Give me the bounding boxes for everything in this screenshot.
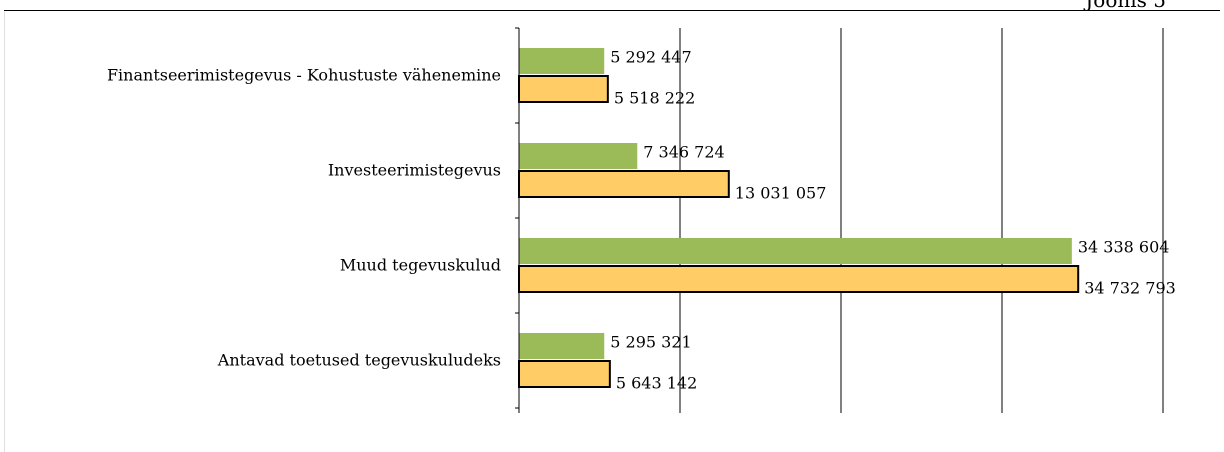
data-label-series-2-2: 34 732 793 <box>1084 279 1176 298</box>
data-label-series-2-0: 5 518 222 <box>614 89 695 108</box>
grid-layer <box>679 28 1164 408</box>
labels-layer: 5 292 447 5 518 222 Finantseerimistegevus … <box>107 48 1176 393</box>
page-title: Joonis 5 <box>1085 0 1166 12</box>
bar-series-1-3 <box>519 333 605 359</box>
category-label-0: Finantseerimistegevus - Kohustuste vähen… <box>107 66 501 85</box>
category-label-2: Muud tegevuskulud <box>340 256 501 275</box>
category-label-1: Investeerimistegevus <box>328 161 501 180</box>
bar-series-2-0 <box>518 75 609 103</box>
bar-series-2-2 <box>518 265 1080 293</box>
data-label-series-1-1: 7 346 724 <box>643 143 724 162</box>
data-label-series-2-1: 13 031 057 <box>735 184 827 203</box>
bar-series-2-1 <box>518 170 730 198</box>
chart-frame <box>4 11 1220 452</box>
bars-layer <box>518 48 1080 388</box>
category-label-3: Antavad toetused tegevuskuludeks <box>217 351 501 370</box>
bar-series-2-3 <box>518 360 611 388</box>
data-label-series-1-0: 5 292 447 <box>610 48 691 67</box>
data-label-series-1-3: 5 295 321 <box>610 333 691 352</box>
data-label-series-1-2: 34 338 604 <box>1078 238 1170 257</box>
bar-series-1-1 <box>519 143 638 169</box>
axis-layer <box>515 27 1164 413</box>
bar-series-1-2 <box>519 238 1072 264</box>
header-rule <box>4 10 1220 11</box>
bar-series-1-0 <box>519 48 605 74</box>
data-label-series-2-3: 5 643 142 <box>616 374 697 393</box>
